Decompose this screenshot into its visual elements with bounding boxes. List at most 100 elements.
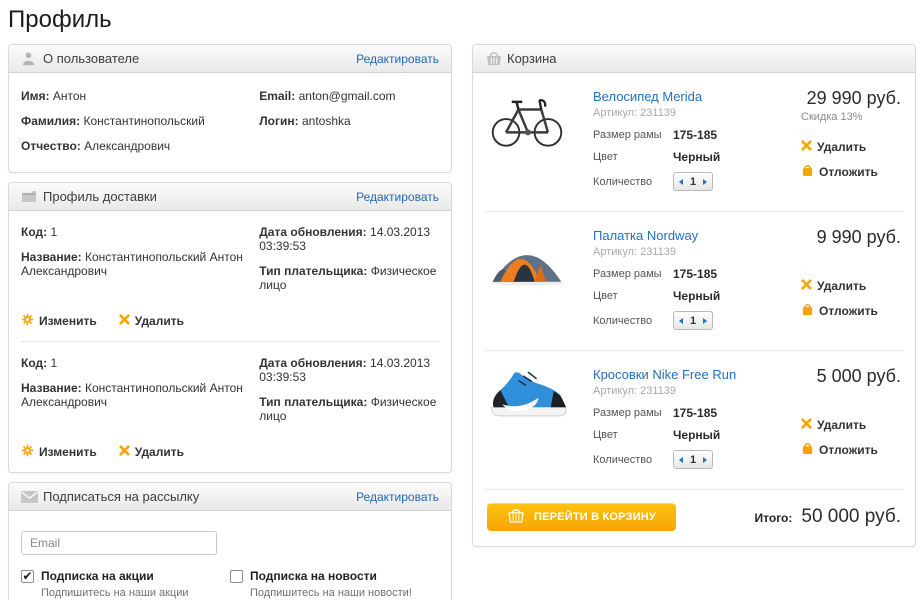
delivery-entry: Код: 1 Название: Константинопольский Ант… — [9, 211, 451, 341]
entry-name: Название: Константинопольский Антон Алек… — [21, 381, 259, 409]
delivery-edit-link[interactable]: Редактировать — [356, 189, 439, 204]
attr-label: Количество — [593, 453, 653, 466]
entry-code: Код: 1 — [21, 356, 259, 370]
quantity-stepper[interactable]: 1 — [673, 450, 714, 469]
field-label: Тип плательщика: — [259, 395, 368, 409]
item-title-link[interactable]: Кросовки Nike Free Run — [593, 367, 737, 382]
item-price: 29 990 руб. — [806, 88, 901, 108]
delivery-entry: Код: 1 Название: Константинопольский Ант… — [9, 342, 451, 472]
right-column: Корзина — [472, 44, 916, 547]
cart-total: Итого: 50 000 руб. — [755, 506, 901, 528]
attr-label: Количество — [593, 314, 653, 327]
quantity-value: 1 — [690, 453, 697, 466]
stepper-increase-icon[interactable] — [703, 456, 708, 463]
panel-user-header: О пользователе Редактировать — [9, 45, 451, 73]
field-value: Константинопольский — [83, 114, 205, 128]
panel-cart: Корзина — [472, 44, 916, 547]
cart-item-sneakers: Кросовки Nike Free Run Артикул: 231139 Р… — [473, 351, 915, 489]
cart-item-tent: Палатка Nordway Артикул: 231139 Размер р… — [473, 212, 915, 350]
link-label: Удалить — [134, 314, 184, 328]
field-value: Александрович — [84, 139, 171, 153]
panel-subscribe-title: Подписаться на рассылку — [43, 489, 200, 504]
quantity-stepper[interactable]: 1 — [673, 172, 714, 191]
checkbox-promos-hint: Подпишитесь на наши акции — [41, 587, 189, 599]
field-value: Физическое лицо — [259, 264, 437, 292]
item-discount — [801, 250, 901, 263]
entry-payer-type: Тип плательщика: Физическое лицо — [259, 395, 439, 423]
field-label: Логин: — [259, 114, 299, 128]
item-remove-link[interactable]: Удалить — [801, 140, 866, 154]
user-edit-link[interactable]: Редактировать — [356, 51, 439, 66]
item-info: Кросовки Nike Free Run Артикул: 231139 Р… — [593, 366, 801, 477]
page-title: Профиль — [8, 6, 112, 33]
entry-code: Код: 1 — [21, 225, 259, 239]
stepper-increase-icon[interactable] — [703, 317, 708, 324]
stepper-decrease-icon[interactable] — [679, 178, 683, 185]
field-label: Код: — [21, 356, 48, 370]
panel-cart-title: Корзина — [507, 51, 557, 66]
cart-divider — [485, 350, 903, 351]
x-icon — [801, 418, 812, 432]
cart-total-label: Итого: — [754, 511, 793, 525]
field-label: Дата обновления: — [259, 356, 367, 370]
field-value: anton@gmail.com — [298, 89, 396, 103]
entry-name: Название: Константинопольский Антон Алек… — [21, 250, 259, 278]
field-label: Имя: — [21, 89, 50, 103]
stepper-increase-icon[interactable] — [703, 178, 708, 185]
x-icon — [118, 445, 130, 459]
x-icon — [118, 314, 130, 328]
field-label: Отчество: — [21, 139, 81, 153]
item-side: 29 990 руб. Скидка 13% Удалить Отложить — [801, 88, 901, 199]
item-remove-link[interactable]: Удалить — [801, 418, 866, 432]
item-info: Велосипед Merida Артикул: 231139 Размер … — [593, 88, 801, 199]
attr-label: Размер рамы — [593, 407, 662, 419]
item-sku: Артикул: 231139 — [593, 246, 677, 258]
attr-label: Размер рамы — [593, 129, 662, 141]
cart-divider — [485, 489, 903, 490]
item-defer-link[interactable]: Отложить — [801, 163, 878, 180]
item-defer-link[interactable]: Отложить — [801, 302, 878, 319]
entry-payer-type: Тип плательщика: Физическое лицо — [259, 264, 439, 292]
item-attr-color: Цвет Черный — [593, 150, 801, 164]
entry-change-link[interactable]: Изменить — [21, 313, 97, 329]
item-title-link[interactable]: Палатка Nordway — [593, 228, 699, 243]
item-sku: Артикул: 231139 — [593, 107, 677, 119]
field-value: Константинопольский Антон Александрович — [21, 250, 243, 278]
panel-subscribe: Подписаться на рассылку Редактировать ✔ … — [8, 482, 452, 600]
panel-user: О пользователе Редактировать Имя: Антон … — [8, 44, 452, 173]
item-defer-link[interactable]: Отложить — [801, 441, 878, 458]
item-attr-frame-size: Размер рамы 175-185 — [593, 267, 801, 281]
quantity-stepper[interactable]: 1 — [673, 311, 714, 330]
go-to-cart-button[interactable]: ПЕРЕЙТИ В КОРЗИНУ — [487, 503, 676, 531]
attr-value: 175-185 — [673, 128, 718, 142]
item-attr-quantity: Количество 1 — [593, 172, 801, 191]
field-label: Название: — [21, 381, 82, 395]
link-label: Изменить — [39, 314, 97, 328]
entry-change-link[interactable]: Изменить — [21, 444, 97, 460]
mail-icon — [21, 490, 43, 503]
email-input[interactable] — [21, 531, 217, 555]
entry-delete-link[interactable]: Удалить — [118, 313, 184, 329]
cart-total-value: 50 000 руб. — [801, 506, 901, 527]
basket-icon — [507, 508, 525, 526]
attr-value: 175-185 — [673, 267, 718, 281]
panel-cart-header: Корзина — [473, 45, 915, 73]
subscribe-checkboxes: ✔ Подписка на акции Подпишитесь на наши … — [9, 555, 451, 599]
stepper-decrease-icon[interactable] — [679, 456, 683, 463]
link-label: Изменить — [39, 445, 97, 459]
checkbox-promos[interactable]: ✔ — [21, 569, 34, 583]
cart-item-bike: Велосипед Merida Артикул: 231139 Размер … — [473, 73, 915, 211]
link-label: Удалить — [817, 140, 867, 154]
item-sku: Артикул: 231139 — [593, 385, 677, 397]
link-label: Удалить — [817, 418, 867, 432]
subscribe-edit-link[interactable]: Редактировать — [356, 489, 439, 504]
item-discount — [801, 389, 901, 402]
entry-delete-link[interactable]: Удалить — [118, 444, 184, 460]
attr-label: Размер рамы — [593, 268, 662, 280]
item-title-link[interactable]: Велосипед Merida — [593, 89, 703, 104]
field-label: Email: — [259, 89, 296, 103]
item-attr-color: Цвет Черный — [593, 428, 801, 442]
stepper-decrease-icon[interactable] — [679, 317, 683, 324]
checkbox-news[interactable] — [230, 569, 243, 583]
item-remove-link[interactable]: Удалить — [801, 279, 866, 293]
